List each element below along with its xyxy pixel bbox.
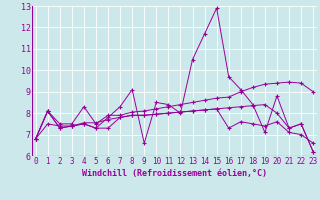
X-axis label: Windchill (Refroidissement éolien,°C): Windchill (Refroidissement éolien,°C) <box>82 169 267 178</box>
